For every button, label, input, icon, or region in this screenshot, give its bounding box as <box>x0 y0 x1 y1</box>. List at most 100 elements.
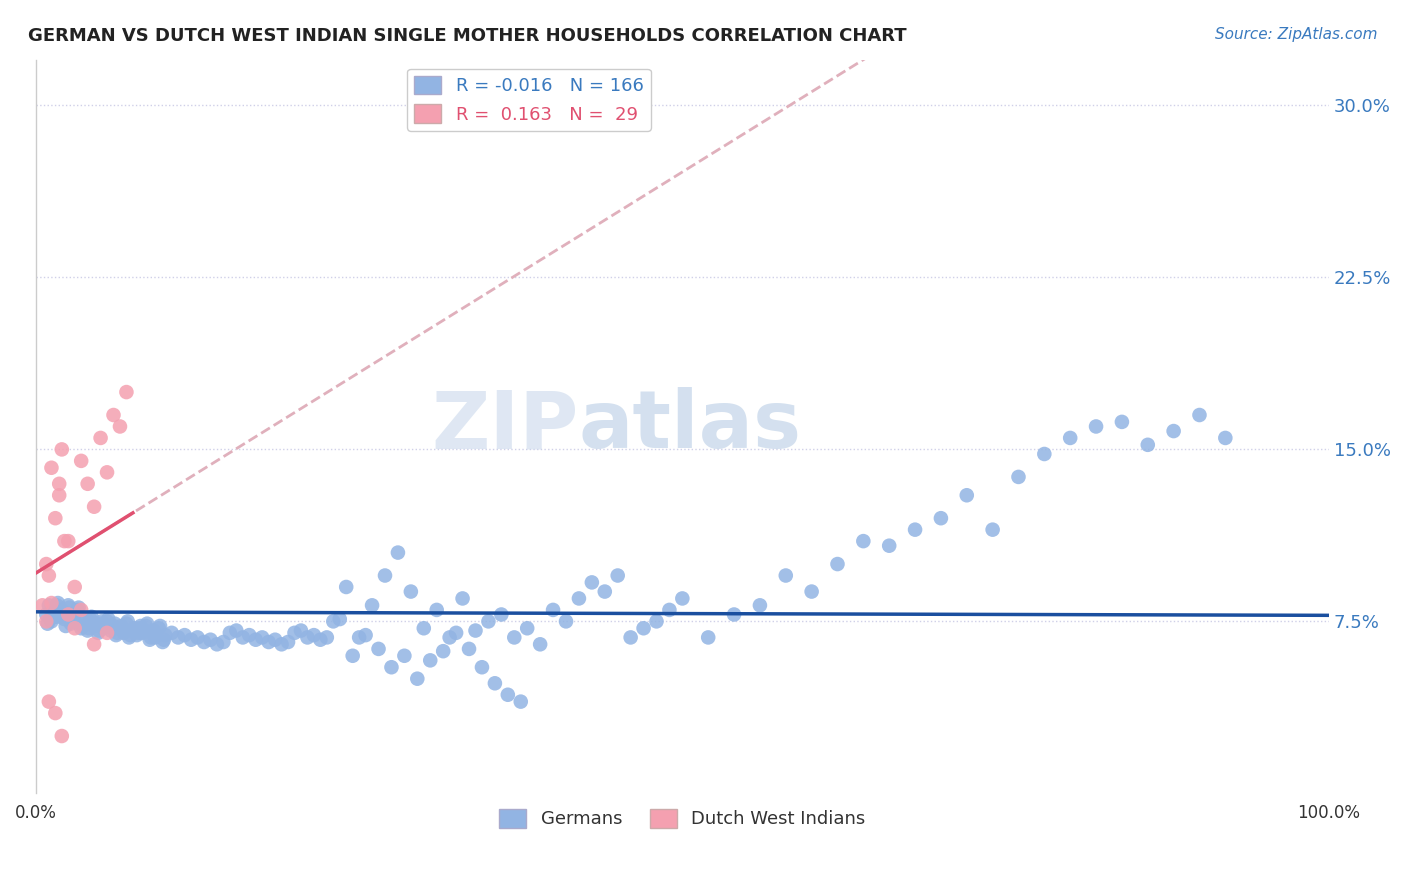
Point <box>451 591 474 606</box>
Point <box>58 607 80 622</box>
Point <box>58 534 80 549</box>
Point <box>90 431 112 445</box>
Point <box>91 621 114 635</box>
Point <box>83 619 105 633</box>
Point <box>1033 447 1056 461</box>
Point <box>302 628 325 642</box>
Point <box>361 599 384 613</box>
Point <box>60 615 83 629</box>
Point <box>748 599 770 613</box>
Point <box>633 621 655 635</box>
Point <box>1085 419 1108 434</box>
Point <box>115 616 138 631</box>
Point <box>581 575 603 590</box>
Point <box>412 621 434 635</box>
Point <box>120 628 142 642</box>
Point <box>606 568 628 582</box>
Point <box>37 616 59 631</box>
Point <box>48 476 70 491</box>
Point <box>51 442 73 457</box>
Point <box>200 632 222 647</box>
Point <box>658 603 681 617</box>
Point <box>193 635 215 649</box>
Point <box>63 621 86 635</box>
Point <box>149 619 172 633</box>
Point <box>277 635 299 649</box>
Point <box>87 625 110 640</box>
Point <box>380 660 402 674</box>
Point <box>38 568 60 582</box>
Point <box>93 619 115 633</box>
Point <box>53 612 76 626</box>
Point <box>96 466 118 480</box>
Point <box>63 580 86 594</box>
Point <box>257 635 280 649</box>
Point <box>529 637 551 651</box>
Point <box>342 648 364 663</box>
Point <box>63 607 86 622</box>
Point <box>46 596 69 610</box>
Point <box>250 631 273 645</box>
Point <box>58 599 80 613</box>
Point <box>335 580 357 594</box>
Point <box>55 619 77 633</box>
Point <box>67 600 90 615</box>
Point <box>128 621 150 635</box>
Point <box>96 625 118 640</box>
Point <box>90 616 112 631</box>
Point <box>458 641 481 656</box>
Point <box>503 631 526 645</box>
Point <box>90 615 112 629</box>
Point <box>516 621 538 635</box>
Point <box>593 584 616 599</box>
Point <box>432 644 454 658</box>
Point <box>75 612 97 626</box>
Point <box>464 624 486 638</box>
Point <box>145 628 167 642</box>
Point <box>148 621 170 635</box>
Point <box>42 603 65 617</box>
Point <box>775 568 797 582</box>
Point <box>108 621 131 635</box>
Point <box>155 628 177 642</box>
Point <box>723 607 745 622</box>
Point <box>444 625 467 640</box>
Point <box>496 688 519 702</box>
Text: GERMAN VS DUTCH WEST INDIAN SINGLE MOTHER HOUSEHOLDS CORRELATION CHART: GERMAN VS DUTCH WEST INDIAN SINGLE MOTHE… <box>28 27 907 45</box>
Point <box>44 511 66 525</box>
Point <box>65 605 87 619</box>
Point <box>105 625 128 640</box>
Point <box>141 625 163 640</box>
Point <box>290 624 312 638</box>
Point <box>96 615 118 629</box>
Point <box>374 568 396 582</box>
Point <box>439 631 461 645</box>
Point <box>509 695 531 709</box>
Point <box>103 408 125 422</box>
Point <box>929 511 952 525</box>
Point <box>118 631 141 645</box>
Point <box>471 660 494 674</box>
Point <box>35 607 58 622</box>
Point <box>41 615 63 629</box>
Point <box>129 619 152 633</box>
Point <box>238 628 260 642</box>
Point <box>827 557 849 571</box>
Point <box>904 523 927 537</box>
Point <box>79 612 101 626</box>
Point <box>1007 470 1029 484</box>
Point <box>89 624 111 638</box>
Point <box>44 706 66 720</box>
Point <box>51 603 73 617</box>
Point <box>1111 415 1133 429</box>
Point <box>406 672 429 686</box>
Point <box>101 621 124 635</box>
Point <box>136 616 159 631</box>
Point <box>41 460 63 475</box>
Point <box>283 625 305 640</box>
Legend: Germans, Dutch West Indians: Germans, Dutch West Indians <box>492 802 873 836</box>
Point <box>45 599 67 613</box>
Point <box>138 632 160 647</box>
Point <box>212 635 235 649</box>
Point <box>76 624 98 638</box>
